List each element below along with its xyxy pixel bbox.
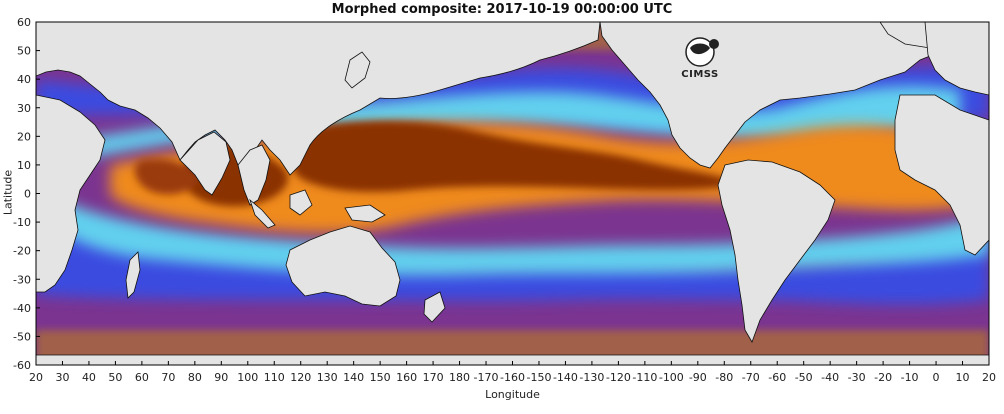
x-tick-label: -110 [632, 371, 657, 384]
y-axis-ticks: 60 50 40 30 20 10 0 -10 -20 -30 -40 -50 -60 [13, 16, 40, 372]
y-tick-label: -50 [13, 330, 31, 343]
x-tick-label: 0 [933, 371, 940, 384]
y-tick-label: -20 [13, 245, 31, 258]
x-tick-label: 180 [449, 371, 470, 384]
x-tick-label: -10 [901, 371, 919, 384]
x-tick-label: 150 [370, 371, 391, 384]
borneo [289, 189, 313, 216]
x-tick-label: 160 [396, 371, 417, 384]
x-tick-label: -90 [689, 371, 707, 384]
japan [344, 51, 371, 89]
map-title: Morphed composite: 2017-10-19 00:00:00 U… [331, 2, 673, 17]
x-tick-label: -60 [768, 371, 786, 384]
x-tick-label: -170 [474, 371, 499, 384]
x-tick-label: -140 [553, 371, 578, 384]
y-tick-label: -30 [13, 273, 31, 286]
logo-text: CIMSS [681, 69, 719, 80]
eurasia [36, 22, 601, 182]
y-tick-label: 30 [17, 102, 31, 115]
y-tick-label: 60 [17, 16, 31, 29]
x-tick-label: -160 [500, 371, 525, 384]
africa [36, 94, 106, 293]
x-tick-label: 50 [108, 371, 122, 384]
x-tick-label: -50 [795, 371, 813, 384]
x-tick-label: 20 [29, 371, 43, 384]
x-tick-label: -120 [606, 371, 631, 384]
indochina [237, 144, 271, 206]
x-tick-label: -70 [742, 371, 760, 384]
x-tick-label: 170 [423, 371, 444, 384]
x-tick-label: 40 [82, 371, 96, 384]
madagascar [125, 251, 141, 299]
y-tick-label: 10 [17, 159, 31, 172]
y-tick-label: 50 [17, 45, 31, 58]
x-tick-label: -30 [848, 371, 866, 384]
x-tick-label: -150 [526, 371, 551, 384]
x-tick-label: 90 [214, 371, 228, 384]
x-tick-label: 130 [317, 371, 338, 384]
cimss-logo: CIMSS [676, 36, 724, 80]
y-tick-label: 40 [17, 73, 31, 86]
sumatra [249, 198, 276, 229]
y-tick-label: -40 [13, 302, 31, 315]
x-tick-label: -100 [659, 371, 684, 384]
x-tick-label: 70 [161, 371, 175, 384]
y-tick-label: -10 [13, 216, 31, 229]
x-tick-label: 10 [956, 371, 970, 384]
y-tick-label: -60 [13, 359, 31, 372]
y-tick-label: 20 [17, 130, 31, 143]
y-tick-label: 0 [24, 188, 31, 201]
x-tick-label: 100 [237, 371, 258, 384]
europe [924, 22, 989, 96]
west-africa [894, 94, 989, 256]
x-tick-label: 20 [982, 371, 996, 384]
australia [285, 225, 401, 307]
x-tick-label: 80 [188, 371, 202, 384]
x-tick-label: 30 [55, 371, 69, 384]
x-axis-label: Longitude [485, 388, 540, 401]
x-axis-ticks: 20 30 40 50 60 70 80 90 100 110 120 130 140 150 160 170… [29, 361, 996, 384]
x-tick-label: 140 [343, 371, 364, 384]
south-america [717, 159, 836, 343]
x-tick-label: -80 [715, 371, 733, 384]
x-tick-label: 120 [290, 371, 311, 384]
new-guinea [344, 204, 386, 223]
x-tick-label: -20 [874, 371, 892, 384]
x-tick-label: 110 [264, 371, 285, 384]
x-tick-label: -130 [579, 371, 604, 384]
india [179, 131, 231, 196]
new-zealand [423, 291, 446, 323]
x-tick-label: 60 [135, 371, 149, 384]
y-axis-label: Latitude [1, 169, 15, 216]
x-tick-label: -40 [821, 371, 839, 384]
